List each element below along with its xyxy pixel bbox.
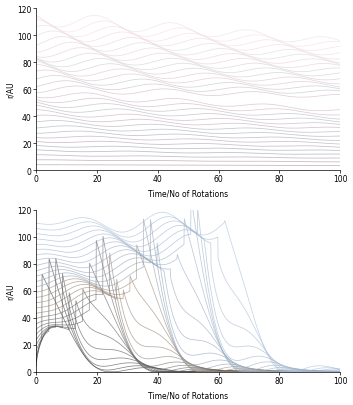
Y-axis label: r/AU: r/AU <box>6 283 14 299</box>
X-axis label: Time/No of Rotations: Time/No of Rotations <box>148 390 228 399</box>
Y-axis label: r/AU: r/AU <box>6 81 14 98</box>
X-axis label: Time/No of Rotations: Time/No of Rotations <box>148 190 228 198</box>
